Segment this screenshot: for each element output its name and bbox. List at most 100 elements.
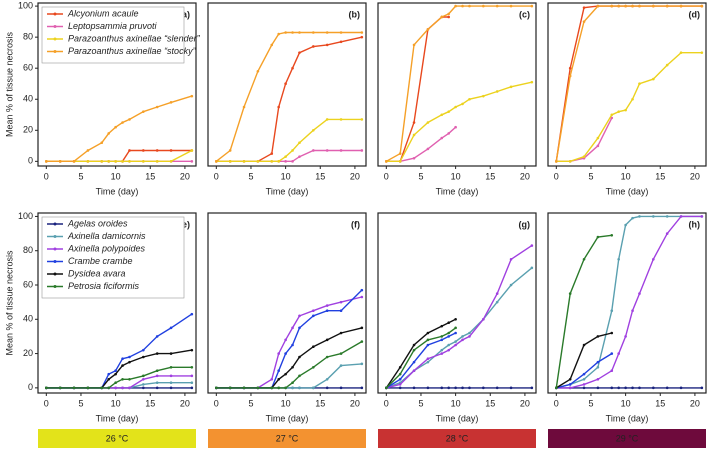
data-point bbox=[454, 343, 457, 347]
data-point bbox=[360, 295, 364, 299]
x-tick-label: 10 bbox=[621, 171, 631, 181]
temperature-band bbox=[548, 429, 706, 448]
data-point bbox=[360, 288, 364, 292]
data-point bbox=[270, 377, 274, 381]
data-point bbox=[482, 386, 485, 390]
data-point bbox=[412, 348, 416, 352]
data-point bbox=[277, 32, 280, 36]
panel-label: (e) bbox=[179, 219, 190, 229]
legend-label: Parazoanthus axinellae “stocky” bbox=[68, 46, 197, 56]
data-point bbox=[339, 386, 343, 390]
data-point bbox=[242, 160, 246, 163]
data-point bbox=[385, 160, 388, 163]
data-point bbox=[339, 40, 343, 44]
panel-frame bbox=[547, 2, 707, 167]
data-point bbox=[461, 386, 464, 390]
data-point bbox=[447, 331, 450, 335]
data-point bbox=[325, 149, 329, 152]
data-point bbox=[190, 386, 194, 390]
data-point bbox=[169, 374, 173, 378]
data-point bbox=[447, 335, 450, 338]
data-point bbox=[360, 149, 364, 152]
data-point bbox=[284, 352, 287, 355]
x-tick-label: 0 bbox=[384, 398, 389, 408]
data-point bbox=[440, 348, 444, 352]
data-point bbox=[142, 110, 145, 113]
data-point bbox=[86, 386, 90, 390]
data-point bbox=[596, 4, 600, 8]
data-point bbox=[412, 369, 416, 373]
data-point bbox=[107, 377, 110, 381]
data-point bbox=[312, 314, 315, 318]
data-point bbox=[555, 386, 558, 390]
data-point bbox=[45, 160, 48, 163]
data-point bbox=[530, 244, 534, 247]
data-point bbox=[270, 160, 274, 163]
data-point bbox=[652, 4, 655, 8]
data-point bbox=[509, 4, 513, 8]
x-axis-label: Time (day) bbox=[606, 186, 649, 196]
x-tick-label: 20 bbox=[350, 171, 360, 181]
data-point bbox=[325, 355, 329, 359]
data-point bbox=[679, 386, 683, 390]
data-point bbox=[256, 70, 260, 73]
x-tick-label: 10 bbox=[451, 398, 461, 408]
data-point bbox=[270, 386, 274, 390]
x-tick-label: 5 bbox=[588, 398, 593, 408]
legend-marker bbox=[53, 272, 57, 276]
data-point bbox=[312, 31, 315, 34]
data-point bbox=[447, 132, 450, 135]
data-point bbox=[582, 155, 586, 158]
data-point bbox=[325, 31, 329, 34]
data-point bbox=[582, 6, 586, 9]
data-point bbox=[100, 141, 104, 145]
x-tick-label: 20 bbox=[180, 398, 190, 408]
data-point bbox=[298, 314, 301, 318]
temperature-band bbox=[38, 429, 196, 448]
data-point bbox=[461, 4, 464, 8]
data-point bbox=[277, 105, 280, 109]
data-point bbox=[631, 97, 634, 101]
data-point bbox=[631, 309, 634, 313]
data-point bbox=[298, 374, 301, 378]
data-point bbox=[121, 377, 124, 381]
data-point bbox=[312, 365, 315, 369]
data-point bbox=[298, 141, 301, 145]
data-point bbox=[242, 386, 246, 390]
data-point bbox=[58, 386, 62, 390]
x-tick-label: 20 bbox=[350, 398, 360, 408]
data-point bbox=[72, 386, 76, 390]
data-point bbox=[447, 110, 450, 113]
x-tick-label: 5 bbox=[588, 171, 593, 181]
data-point bbox=[426, 28, 430, 31]
data-point bbox=[652, 77, 655, 81]
data-point bbox=[624, 223, 627, 227]
panel-frame bbox=[547, 212, 707, 394]
legend-marker bbox=[53, 25, 57, 28]
data-point bbox=[495, 4, 499, 8]
data-point bbox=[169, 326, 173, 330]
data-point bbox=[652, 257, 655, 261]
data-point bbox=[482, 4, 485, 8]
data-point bbox=[495, 90, 499, 93]
data-point bbox=[128, 360, 131, 364]
data-point bbox=[700, 51, 704, 54]
data-point bbox=[638, 386, 641, 390]
x-tick-label: 5 bbox=[78, 398, 83, 408]
legend-label: Leptopsammia pruvoti bbox=[68, 21, 158, 31]
data-point bbox=[190, 312, 194, 316]
data-point bbox=[509, 257, 513, 261]
panel-frame bbox=[377, 2, 537, 167]
data-point bbox=[610, 4, 614, 8]
data-point bbox=[447, 15, 450, 19]
x-tick-label: 15 bbox=[145, 171, 155, 181]
y-tick-label: 20 bbox=[23, 125, 33, 135]
x-tick-label: 5 bbox=[248, 171, 253, 181]
data-point bbox=[624, 335, 627, 338]
data-point bbox=[665, 63, 669, 67]
data-point bbox=[555, 160, 558, 163]
y-tick-label: 40 bbox=[23, 314, 33, 324]
data-point bbox=[312, 386, 315, 390]
y-tick-label: 80 bbox=[23, 32, 33, 42]
data-point bbox=[617, 386, 620, 390]
